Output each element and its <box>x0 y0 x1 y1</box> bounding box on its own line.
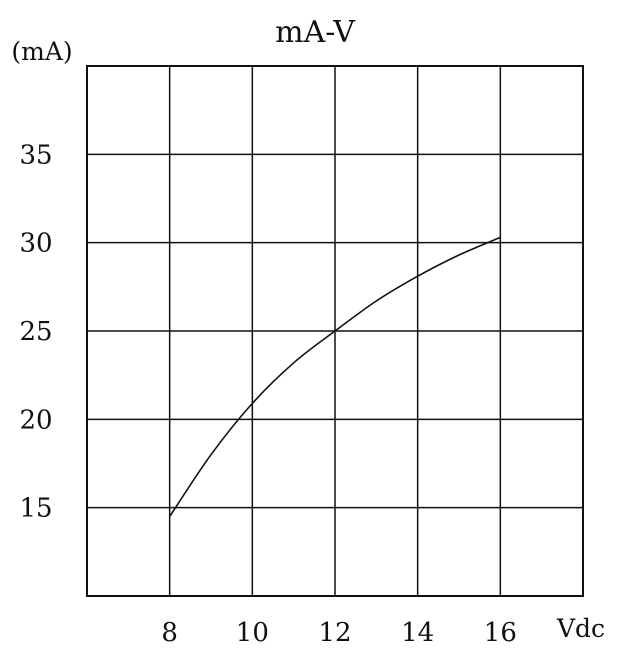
x-tick-label: 16 <box>484 618 517 648</box>
x-axis-label: Vdc <box>556 614 605 643</box>
plot-frame <box>86 65 584 597</box>
y-tick-label: 20 <box>19 405 52 435</box>
grid <box>87 66 583 596</box>
y-tick-label: 30 <box>19 229 52 259</box>
x-tick-label: 14 <box>401 618 434 648</box>
x-tick-label: 8 <box>161 618 178 648</box>
x-tick-labels: 8 10 12 14 16 <box>161 618 516 648</box>
chart-title: mA-V <box>275 15 356 50</box>
y-tick-label: 25 <box>19 317 52 347</box>
x-tick-label: 12 <box>318 618 351 648</box>
y-axis-label: (mA) <box>11 37 72 66</box>
y-tick-label: 15 <box>19 494 52 524</box>
y-tick-label: 35 <box>19 140 52 170</box>
x-tick-label: 10 <box>236 618 269 648</box>
y-tick-labels: 15 20 25 30 35 <box>19 140 52 523</box>
series-line <box>169 236 501 517</box>
